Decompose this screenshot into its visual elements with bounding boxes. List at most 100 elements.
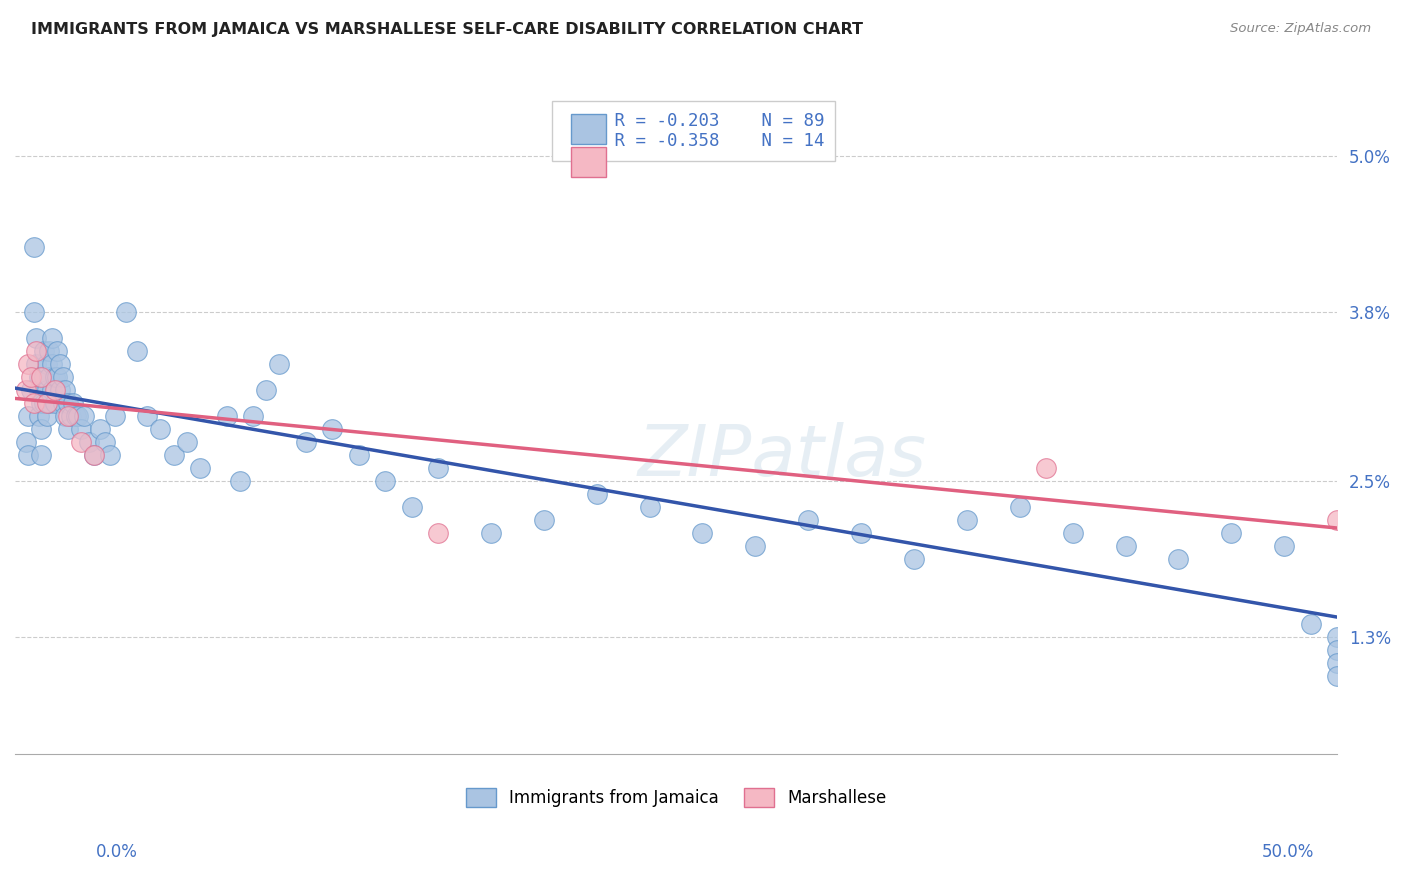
Point [67,409,90,423]
Point [49,357,72,371]
Point [30,422,52,436]
Point [215,409,238,423]
Point [269,357,291,371]
Point [638,500,661,514]
Point [744,539,766,553]
Point [17,357,39,371]
Point [903,552,925,566]
Point [25,357,48,371]
Point [1062,525,1084,540]
Point [229,474,252,488]
Point [533,513,555,527]
Y-axis label: Self-Care Disability: Self-Care Disability [0,343,7,488]
Point [692,525,714,540]
Point [38,343,60,358]
Text: R = -0.203    N = 89
     R = -0.358    N = 14: R = -0.203 N = 89 R = -0.358 N = 14 [562,112,825,150]
Point [83,448,105,462]
Point [28,369,51,384]
Point [56,396,79,410]
Point [188,461,211,475]
Point [585,487,607,501]
Point [797,513,820,527]
Point [56,422,79,436]
Text: IMMIGRANTS FROM JAMAICA VS MARSHALLESE SELF-CARE DISABILITY CORRELATION CHART: IMMIGRANTS FROM JAMAICA VS MARSHALLESE S… [31,22,863,37]
Point [254,383,277,397]
Point [53,383,76,397]
Point [25,343,48,358]
Point [65,409,87,423]
Point [22,396,45,410]
Point [41,357,63,371]
Point [427,461,450,475]
Point [1326,513,1348,527]
Point [104,409,127,423]
Point [94,434,117,449]
Point [30,448,52,462]
Point [35,357,58,371]
Point [136,409,159,423]
Point [347,448,370,462]
Point [20,369,42,384]
Point [38,369,60,384]
Point [35,409,58,423]
Point [52,369,75,384]
Point [77,434,100,449]
Point [49,383,72,397]
Point [1220,525,1243,540]
Point [70,422,93,436]
Point [163,448,186,462]
Point [1326,656,1348,670]
Point [25,331,48,345]
Point [89,422,111,436]
Point [849,525,872,540]
Point [44,396,66,410]
Point [401,500,423,514]
Point [35,396,58,410]
Point [1326,630,1348,644]
Point [149,422,172,436]
Point [1272,539,1295,553]
Text: 50.0%: 50.0% [1263,843,1315,861]
Point [59,409,82,423]
Point [35,383,58,397]
Point [1326,669,1348,683]
Point [1326,643,1348,657]
Point [46,343,69,358]
Point [427,525,450,540]
Point [38,396,60,410]
Point [115,304,138,318]
Point [125,343,148,358]
Point [30,396,52,410]
Point [14,434,37,449]
Point [1167,552,1189,566]
Point [30,369,52,384]
Point [56,409,79,423]
Text: Source: ZipAtlas.com: Source: ZipAtlas.com [1230,22,1371,36]
Point [374,474,396,488]
Point [20,383,42,397]
Legend: Immigrants from Jamaica, Marshallese: Immigrants from Jamaica, Marshallese [458,781,893,814]
Point [41,331,63,345]
Point [62,396,84,410]
Point [28,383,51,397]
Point [321,422,343,436]
Point [1299,617,1322,632]
Point [22,239,45,253]
Point [28,409,51,423]
Point [44,369,66,384]
Point [83,448,105,462]
Point [295,434,318,449]
Point [41,383,63,397]
Point [70,434,93,449]
Point [98,448,121,462]
Point [956,513,979,527]
Point [17,409,39,423]
Point [46,369,69,384]
Point [479,525,502,540]
Point [14,383,37,397]
Point [1115,539,1137,553]
Point [32,343,55,358]
Point [32,369,55,384]
Point [242,409,264,423]
Point [176,434,198,449]
